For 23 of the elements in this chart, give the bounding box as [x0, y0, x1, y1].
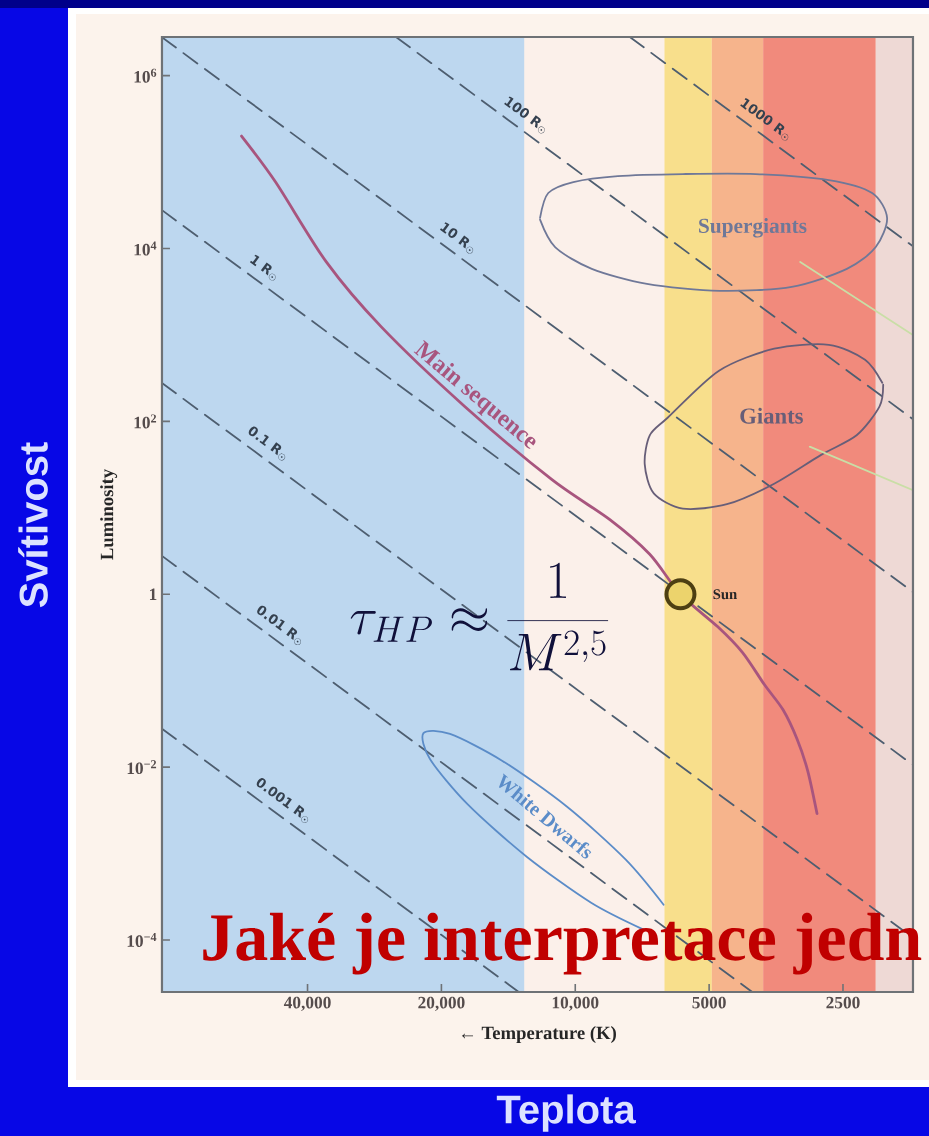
- y-tick-label: 10$^{6}$: [134, 68, 157, 83]
- text: 100 R$_{☉}$: [504, 96, 545, 134]
- text: Teplota: [496, 1094, 636, 1132]
- annotation: $\tau_{HP}\approx\frac{1}{M^{2,5}}$: [350, 562, 609, 671]
- x-tick-label: 2500: [826, 996, 860, 1009]
- y-tick-label: 10$^{−2}$: [127, 760, 157, 775]
- x-tick-label: 5000: [692, 996, 726, 1009]
- legend-label: Sun: [713, 589, 737, 600]
- text: 0.1 R$_{☉}$: [248, 426, 286, 461]
- x-tick-label: 20,000: [418, 996, 465, 1011]
- y-tick-label: 10$^{4}$: [134, 241, 157, 256]
- text: Svítivost: [18, 442, 48, 608]
- text: 10 R$_{☉}$: [439, 222, 474, 254]
- x-tick-label: 10,000: [552, 996, 599, 1011]
- y-tick-label: 10$^{2}$: [134, 414, 157, 429]
- y-axis-title: Luminosity: [100, 469, 118, 560]
- y-tick-label: 10$^{−4}$: [127, 933, 157, 947]
- x-axis-title: ← Temperature (K): [461, 1026, 616, 1044]
- y-tick-label: 1: [149, 588, 157, 600]
- series-label: Giants: [740, 407, 803, 424]
- text: 1 R$_{☉}$: [249, 254, 276, 281]
- series-label: Supergiants: [699, 218, 807, 238]
- x-tick-label: 40,000: [283, 996, 331, 1011]
